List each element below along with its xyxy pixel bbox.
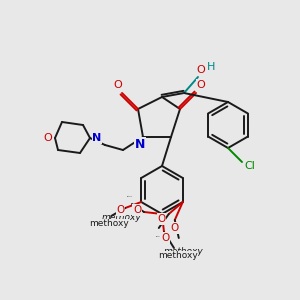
- Text: O: O: [196, 65, 206, 75]
- Text: O: O: [44, 133, 52, 143]
- Text: N: N: [135, 137, 145, 151]
- Text: O: O: [158, 214, 166, 224]
- Text: methoxy: methoxy: [101, 214, 141, 223]
- Text: methoxy: methoxy: [164, 248, 204, 256]
- Text: O: O: [114, 80, 122, 90]
- Text: H: H: [207, 62, 215, 72]
- Text: methoxy: methoxy: [127, 195, 133, 196]
- Text: O: O: [196, 80, 206, 90]
- Text: methoxy: methoxy: [156, 236, 162, 237]
- Text: N: N: [92, 133, 102, 143]
- Text: Cl: Cl: [244, 161, 255, 171]
- Text: methoxy: methoxy: [89, 220, 129, 229]
- Text: O: O: [116, 205, 124, 215]
- Text: O: O: [171, 223, 179, 233]
- Text: methoxy: methoxy: [158, 251, 198, 260]
- Text: O: O: [161, 233, 169, 243]
- Text: methoxy: methoxy: [104, 222, 110, 224]
- Text: O: O: [133, 205, 141, 215]
